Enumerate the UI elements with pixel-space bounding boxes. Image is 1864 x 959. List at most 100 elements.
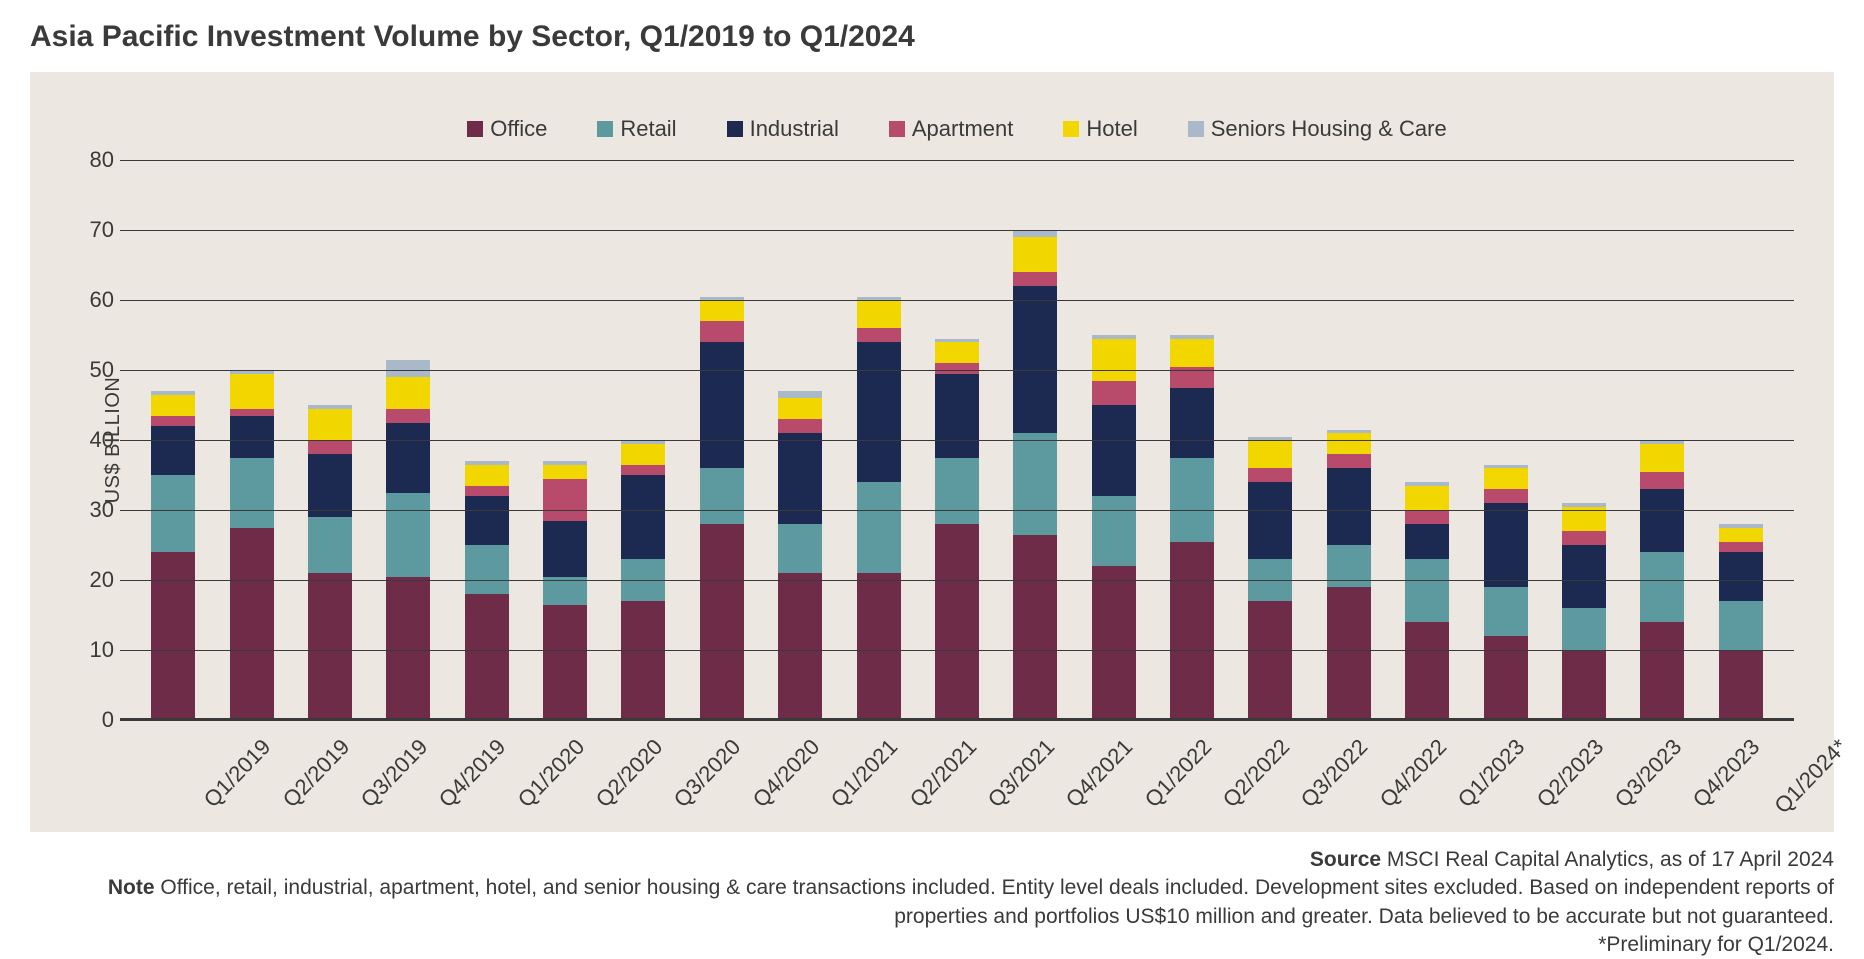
- bar-segment-office: [1405, 622, 1449, 720]
- bar-segment-apartment: [1092, 381, 1136, 406]
- bar-segment-retail: [1170, 458, 1214, 542]
- bar-segment-industrial: [543, 521, 587, 577]
- bar-segment-hotel: [1640, 444, 1684, 472]
- y-tick-label: 40: [74, 427, 114, 453]
- legend-swatch-apartment: [889, 121, 905, 137]
- legend-item-retail: Retail: [597, 116, 676, 142]
- legend-label-retail: Retail: [620, 116, 676, 142]
- bar-segment-hotel: [1170, 339, 1214, 367]
- legend-swatch-hotel: [1063, 121, 1079, 137]
- note-line: Note Office, retail, industrial, apartme…: [30, 874, 1834, 931]
- bar-segment-apartment: [230, 409, 274, 416]
- bar-segment-industrial: [230, 416, 274, 458]
- bar-segment-apartment: [1013, 272, 1057, 286]
- bar-segment-hotel: [1719, 528, 1763, 542]
- bar-segment-industrial: [1170, 388, 1214, 458]
- bar-segment-hotel: [700, 300, 744, 321]
- y-tick-label: 50: [74, 357, 114, 383]
- bar-segment-apartment: [151, 416, 195, 427]
- bar-segment-hotel: [1248, 440, 1292, 468]
- bar-segment-hotel: [1327, 433, 1371, 454]
- bar-segment-industrial: [700, 342, 744, 468]
- bar-segment-office: [308, 573, 352, 720]
- note-label: Note: [108, 876, 155, 899]
- bar-segment-retail: [1092, 496, 1136, 566]
- bar-segment-apartment: [1562, 531, 1606, 545]
- bar-column: [308, 405, 352, 720]
- y-tick-label: 70: [74, 217, 114, 243]
- gridline: [120, 510, 1794, 511]
- legend-swatch-office: [467, 121, 483, 137]
- gridline: [120, 440, 1794, 441]
- legend-label-office: Office: [490, 116, 547, 142]
- legend-swatch-seniors: [1188, 121, 1204, 137]
- bar-segment-retail: [1013, 433, 1057, 535]
- bar-segment-retail: [1640, 552, 1684, 622]
- bar-segment-apartment: [308, 440, 352, 454]
- bar-column: [1327, 430, 1371, 721]
- bar-column: [1092, 335, 1136, 720]
- bar-segment-office: [857, 573, 901, 720]
- bar-segment-apartment: [386, 409, 430, 423]
- bar-segment-industrial: [1248, 482, 1292, 559]
- gridline: [120, 370, 1794, 371]
- bar-segment-office: [700, 524, 744, 720]
- gridline: [120, 580, 1794, 581]
- bar-segment-retail: [1484, 587, 1528, 636]
- bar-segment-industrial: [1013, 286, 1057, 433]
- gridline: [120, 230, 1794, 231]
- bar-segment-industrial: [857, 342, 901, 482]
- bar-column: [543, 461, 587, 720]
- bar-segment-apartment: [1484, 489, 1528, 503]
- bar-segment-industrial: [465, 496, 509, 545]
- legend: OfficeRetailIndustrialApartmentHotelSeni…: [120, 92, 1794, 160]
- chart-footer: Source MSCI Real Capital Analytics, as o…: [30, 846, 1834, 959]
- bar-column: [1013, 230, 1057, 720]
- legend-item-seniors: Seniors Housing & Care: [1188, 116, 1447, 142]
- legend-item-industrial: Industrial: [727, 116, 839, 142]
- legend-label-industrial: Industrial: [750, 116, 839, 142]
- bar-segment-industrial: [1640, 489, 1684, 552]
- bar-segment-office: [778, 573, 822, 720]
- bar-segment-apartment: [935, 363, 979, 374]
- legend-swatch-industrial: [727, 121, 743, 137]
- bar-segment-apartment: [857, 328, 901, 342]
- bar-segment-hotel: [1092, 339, 1136, 381]
- bar-segment-industrial: [1484, 503, 1528, 587]
- bar-segment-retail: [1405, 559, 1449, 622]
- source-text: MSCI Real Capital Analytics, as of 17 Ap…: [1381, 848, 1834, 871]
- bar-segment-hotel: [386, 377, 430, 409]
- bar-segment-office: [1562, 650, 1606, 720]
- bar-segment-office: [1092, 566, 1136, 720]
- bar-segment-office: [151, 552, 195, 720]
- bar-segment-industrial: [935, 374, 979, 458]
- bar-column: [700, 297, 744, 721]
- bar-segment-apartment: [1327, 454, 1371, 468]
- bar-column: [935, 339, 979, 721]
- bar-column: [465, 461, 509, 720]
- bar-segment-office: [1170, 542, 1214, 721]
- bar-segment-office: [465, 594, 509, 720]
- bar-segment-industrial: [1405, 524, 1449, 559]
- bar-segment-retail: [700, 468, 744, 524]
- bar-segment-office: [230, 528, 274, 721]
- bar-segment-apartment: [778, 419, 822, 433]
- bar-segment-office: [1327, 587, 1371, 720]
- bar-segment-apartment: [621, 465, 665, 476]
- bar-segment-hotel: [1013, 237, 1057, 272]
- bar-segment-apartment: [1640, 472, 1684, 490]
- bar-column: [1484, 465, 1528, 721]
- note-text: Office, retail, industrial, apartment, h…: [155, 876, 1834, 927]
- bar-segment-office: [386, 577, 430, 721]
- bar-segment-hotel: [1484, 468, 1528, 489]
- bar-segment-hotel: [151, 395, 195, 416]
- bar-segment-apartment: [1719, 542, 1763, 553]
- bar-column: [1719, 524, 1763, 720]
- bar-segment-seniors: [1013, 230, 1057, 237]
- preliminary-line: *Preliminary for Q1/2024.: [30, 931, 1834, 959]
- bar-segment-industrial: [386, 423, 430, 493]
- gridline: [120, 650, 1794, 651]
- bar-segment-industrial: [308, 454, 352, 517]
- bar-segment-industrial: [621, 475, 665, 559]
- y-tick-label: 30: [74, 497, 114, 523]
